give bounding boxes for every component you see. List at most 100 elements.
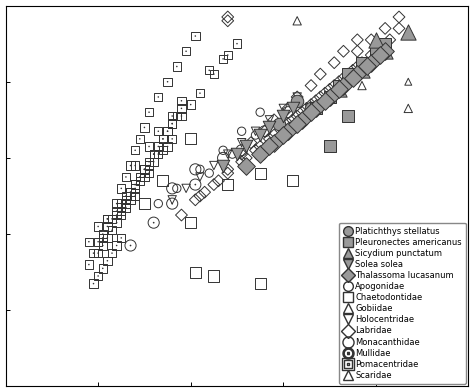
Point bbox=[99, 265, 107, 272]
Point bbox=[252, 128, 259, 134]
Point bbox=[367, 52, 375, 58]
Point bbox=[312, 105, 319, 112]
Point bbox=[224, 166, 231, 172]
Point bbox=[168, 197, 176, 203]
Point bbox=[122, 193, 130, 199]
Point bbox=[233, 40, 241, 47]
Point bbox=[265, 124, 273, 131]
Point bbox=[122, 200, 130, 207]
Point bbox=[108, 250, 116, 256]
Point bbox=[224, 181, 231, 188]
Point bbox=[155, 94, 162, 100]
Point bbox=[127, 189, 134, 195]
Point bbox=[261, 128, 269, 134]
Point bbox=[284, 128, 292, 134]
Point bbox=[90, 250, 97, 256]
Point bbox=[340, 75, 347, 81]
Point bbox=[113, 212, 120, 218]
Point bbox=[182, 48, 190, 54]
Point bbox=[164, 128, 172, 134]
Point bbox=[326, 143, 333, 150]
Point bbox=[265, 143, 273, 150]
Point bbox=[108, 216, 116, 222]
Point bbox=[280, 113, 287, 119]
Point bbox=[168, 120, 176, 127]
Point bbox=[381, 48, 389, 54]
Point bbox=[104, 235, 111, 241]
Point bbox=[307, 105, 315, 112]
Point bbox=[344, 113, 352, 119]
Point bbox=[118, 208, 125, 214]
Point bbox=[127, 193, 134, 199]
Point bbox=[238, 140, 246, 146]
Point bbox=[145, 143, 153, 150]
Point bbox=[150, 151, 157, 157]
Point bbox=[127, 193, 134, 199]
Point bbox=[280, 105, 287, 112]
Point bbox=[99, 242, 107, 249]
Point bbox=[210, 181, 218, 188]
Point bbox=[122, 193, 130, 199]
Point bbox=[349, 75, 356, 81]
Point bbox=[289, 105, 296, 112]
Point bbox=[224, 52, 231, 58]
Point bbox=[270, 140, 278, 146]
Point bbox=[367, 37, 375, 43]
Point bbox=[173, 64, 181, 70]
Point bbox=[118, 204, 125, 211]
Point bbox=[326, 86, 333, 93]
Point bbox=[178, 113, 185, 119]
Point bbox=[289, 178, 296, 184]
Point bbox=[312, 105, 319, 112]
Point bbox=[164, 128, 172, 134]
Point bbox=[307, 109, 315, 115]
Point bbox=[118, 235, 125, 241]
Point bbox=[210, 71, 218, 77]
Point bbox=[127, 162, 134, 169]
Point bbox=[321, 90, 329, 96]
Point bbox=[150, 151, 157, 157]
Legend: Platichthys stellatus, Pleuronectes americanus, Sicydium punctatum, Solea solea,: Platichthys stellatus, Pleuronectes amer… bbox=[339, 223, 466, 384]
Point bbox=[127, 242, 134, 249]
Point bbox=[354, 64, 361, 70]
Point bbox=[168, 120, 176, 127]
Point bbox=[210, 162, 218, 169]
Point bbox=[210, 273, 218, 279]
Point bbox=[293, 98, 301, 104]
Point bbox=[113, 242, 120, 249]
Point bbox=[141, 174, 148, 180]
Point bbox=[358, 67, 366, 73]
Point bbox=[168, 185, 176, 192]
Point bbox=[141, 124, 148, 131]
Point bbox=[131, 162, 139, 169]
Point bbox=[145, 109, 153, 115]
Point bbox=[122, 204, 130, 211]
Point bbox=[252, 147, 259, 153]
Point bbox=[173, 113, 181, 119]
Point bbox=[155, 128, 162, 134]
Point bbox=[159, 136, 167, 142]
Point bbox=[122, 174, 130, 180]
Point bbox=[252, 132, 259, 138]
Point bbox=[136, 178, 144, 184]
Point bbox=[131, 181, 139, 188]
Point bbox=[104, 216, 111, 222]
Point bbox=[94, 250, 102, 256]
Point bbox=[159, 136, 167, 142]
Point bbox=[90, 280, 97, 287]
Point bbox=[108, 227, 116, 233]
Point bbox=[238, 128, 246, 134]
Point bbox=[168, 200, 176, 207]
Point bbox=[293, 18, 301, 24]
Point bbox=[99, 235, 107, 241]
Point bbox=[118, 185, 125, 192]
Point bbox=[243, 155, 250, 161]
Point bbox=[168, 200, 176, 207]
Point bbox=[293, 113, 301, 119]
Point bbox=[178, 105, 185, 112]
Point bbox=[94, 239, 102, 245]
Point bbox=[377, 52, 384, 58]
Point bbox=[265, 143, 273, 150]
Point bbox=[104, 216, 111, 222]
Point bbox=[224, 170, 231, 176]
